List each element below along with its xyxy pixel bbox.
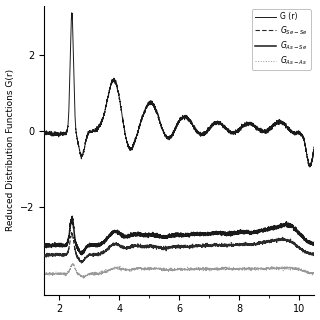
Y-axis label: Reduced Distribution Functions G(r): Reduced Distribution Functions G(r) (5, 69, 14, 231)
Legend: G (r), $G_{Se-Se}$, $G_{As-Se}$, $G_{As-As}$: G (r), $G_{Se-Se}$, $G_{As-Se}$, $G_{As-… (252, 9, 311, 70)
